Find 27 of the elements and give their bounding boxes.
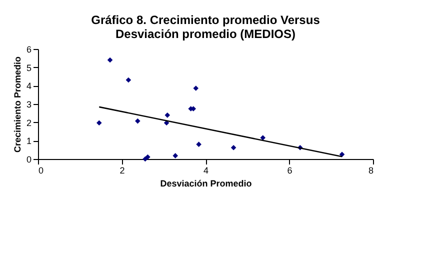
point — [172, 153, 178, 158]
x-tick-label: 2 — [120, 166, 125, 176]
point — [196, 142, 202, 147]
y-tick-label: 4 — [26, 81, 32, 92]
point — [135, 118, 140, 124]
point — [164, 112, 170, 118]
x-tick-label: 8 — [368, 166, 374, 176]
y-tick-label: 0 — [26, 154, 32, 164]
x-tick-label: 6 — [287, 166, 292, 176]
y-axis-title: Crecimiento Promedio — [12, 56, 22, 153]
y-tick-label: 2 — [26, 118, 32, 128]
text: Desviación promedio (MEDIOS) — [115, 27, 296, 41]
point — [339, 152, 345, 158]
x-tick-label: 4 — [203, 166, 209, 176]
point — [107, 57, 113, 63]
y-tick-label: 5 — [26, 62, 32, 73]
x-axis-title: Desviación Promedio — [160, 178, 252, 188]
point — [260, 135, 266, 140]
point — [96, 120, 102, 126]
point — [230, 144, 236, 150]
point — [193, 86, 199, 91]
y-tick-label: 1 — [26, 136, 32, 146]
y-tick-label: 6 — [26, 44, 32, 54]
x-tick-label: 0 — [38, 166, 44, 176]
text: Gráfico 8. Crecimiento promedio Versus — [91, 13, 320, 27]
point — [126, 77, 132, 83]
y-tick-label: 3 — [26, 100, 32, 110]
